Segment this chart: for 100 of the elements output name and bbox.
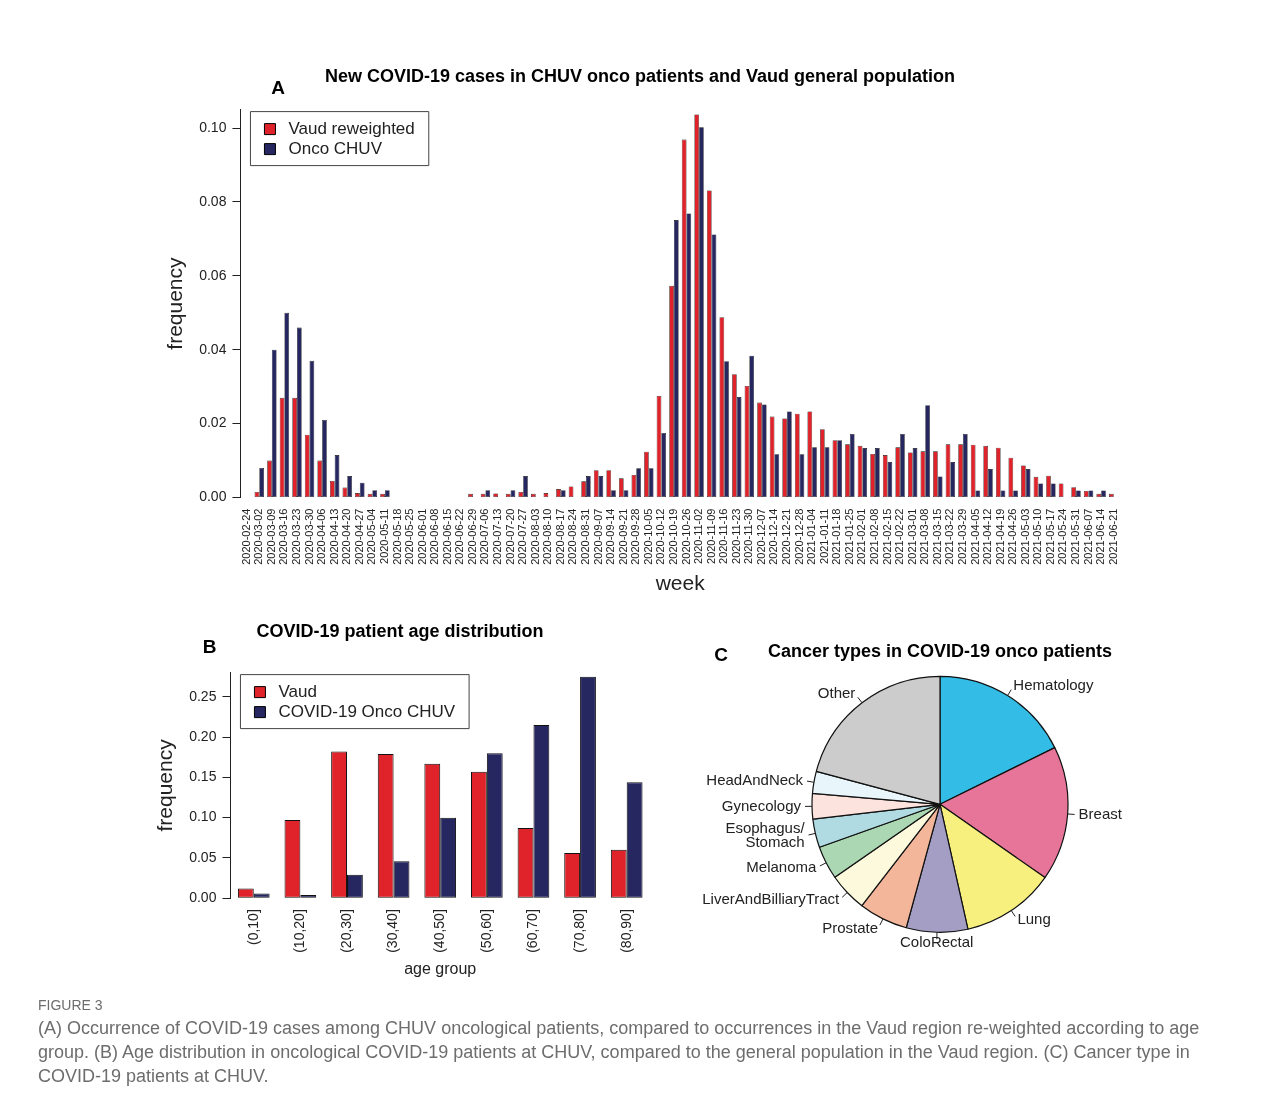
x-tick-label: 2021-05-03 [1018,508,1031,565]
x-tick-label: 2020-05-11 [377,508,390,564]
x-tick-label: (0,10] [244,909,261,946]
x-tick-label: 2020-03-23 [290,508,303,565]
y-tick-label: 0.25 [189,687,217,704]
y-tick-label: 0.02 [199,414,227,431]
text: A [271,77,286,99]
x-tick-label: 2020-04-13 [327,508,340,565]
x-axis-title: week [654,571,706,595]
legend-label: Vaud [278,682,317,702]
x-tick-label: 2021-02-08 [868,508,881,565]
text: B [202,636,217,658]
x-tick-label: 2020-11-16 [717,508,730,564]
slice-label: Esophagus/ Stomach [725,819,806,851]
chart-title: COVID-19 patient age distribution [256,620,544,641]
x-tick-label: 2020-04-06 [315,508,328,565]
x-tick-label: 2020-06-29 [465,508,478,565]
y-tick-label: 0.00 [199,488,227,505]
x-tick-label: (40,50] [431,909,448,953]
x-tick-label: 2020-10-12 [654,508,667,565]
x-tick-label: 2021-03-29 [955,508,968,565]
y-axis-title: frequency [163,256,187,350]
x-tick-label: 2020-12-14 [767,508,780,565]
x-tick-label: 2021-05-31 [1069,508,1082,565]
slice-label: Hematology [1013,676,1094,694]
slice-label: Melanoma [746,857,817,875]
x-tick-label: (50,60] [477,909,494,953]
x-tick-label: 2020-11-02 [692,508,705,564]
y-tick-label: 0.05 [189,848,217,865]
y-tick-label: 0.04 [199,340,227,357]
x-tick-label: (20,30] [337,909,354,953]
x-axis-title: age group [404,959,477,977]
x-tick-label: 2020-05-18 [390,508,403,565]
x-tick-label: 2021-03-15 [930,508,943,565]
y-tick-label: 0.10 [189,808,217,825]
x-tick-label: 2020-09-07 [591,508,604,565]
x-tick-label: 2020-08-17 [553,508,566,565]
x-tick-label: 2020-03-09 [264,508,277,565]
x-tick-label: 2020-03-16 [277,508,290,565]
y-tick-label: 0.08 [199,192,227,209]
x-tick-label: 2021-06-14 [1094,508,1107,565]
x-tick-label: 2020-10-19 [666,508,679,565]
x-tick-label: 2021-04-26 [1006,508,1019,565]
x-tick-label: 2020-09-28 [629,508,642,565]
slice-label: ColoRectal [900,933,974,951]
x-tick-label: 2020-08-24 [566,508,579,565]
slice-label: Lung [1017,909,1051,927]
text: C [714,644,729,666]
x-tick-label: 2020-02-24 [239,508,252,565]
x-tick-label: 2020-12-07 [754,508,767,565]
x-tick-label: 2021-04-19 [993,508,1006,565]
legend-label: Vaud reweighted [288,119,415,139]
x-tick-label: 2020-11-23 [729,508,742,564]
x-tick-label: 2020-06-08 [428,508,441,565]
x-tick-label: 2021-05-24 [1056,508,1069,565]
x-tick-label: 2020-11-30 [742,508,755,564]
x-tick-label: (60,70] [524,909,541,953]
x-tick-label: 2020-11-09 [704,508,717,564]
x-tick-label: 2020-06-01 [415,508,428,565]
slice-label: Breast [1078,804,1123,822]
x-tick-label: 2020-08-10 [541,508,554,565]
x-tick-label: 2021-04-05 [968,508,981,565]
x-tick-label: (30,40] [384,909,401,953]
text: (A) Occurrence of COVID-19 cases among CHUV oncological patients, compared to occurrences in the Vaud region re-weighted according to age group. (B) Age distribution in oncological COVID-19 patients at CHUV, compared to the general population in the Vaud region. (C) Cancer type in COVID-19 patients at CHUV. [38,1017,1201,1088]
x-tick-label: 2021-02-01 [855,508,868,565]
x-tick-label: 2020-04-27 [352,508,365,565]
slice-label: HeadAndNeck [706,770,804,788]
legend-label: Onco CHUV [288,139,383,159]
x-tick-label: 2021-06-07 [1081,508,1094,565]
x-tick-label: 2021-03-08 [918,508,931,565]
y-tick-label: 0.00 [189,889,217,906]
slice-label: LiverAndBilliaryTract [702,890,841,908]
x-tick-label: 2020-09-14 [604,508,617,565]
x-tick-label: 2021-01-18 [830,508,843,565]
y-tick-label: 0.10 [199,118,227,135]
x-tick-label: 2021-02-22 [893,508,906,565]
x-tick-label: 2020-03-30 [302,508,315,565]
x-tick-label: 2021-05-17 [1043,508,1056,565]
chart-title: New COVID-19 cases in CHUV onco patients and Vaud general population [324,65,956,86]
x-tick-label: 2020-12-28 [792,508,805,565]
x-tick-label: 2020-05-04 [365,508,378,565]
x-tick-label: 2020-03-02 [252,508,265,565]
x-tick-label: (80,90] [617,909,634,953]
x-tick-label: 2021-06-21 [1106,508,1119,565]
x-tick-label: 2020-07-06 [478,508,491,565]
x-tick-label: 2021-01-04 [805,508,818,565]
x-tick-label: 2021-05-10 [1031,508,1044,565]
x-tick-label: 2020-10-05 [641,508,654,565]
x-tick-label: 2020-06-22 [453,508,466,565]
x-tick-label: 2021-01-25 [842,508,855,565]
x-tick-label: 2020-07-20 [503,508,516,565]
x-tick-label: 2020-08-31 [579,508,592,565]
x-tick-label: 2021-03-01 [905,508,918,565]
x-tick-label: 2021-02-15 [880,508,893,565]
x-tick-label: 2020-07-27 [516,508,529,565]
x-tick-label: 2020-08-03 [528,508,541,565]
y-tick-label: 0.06 [199,266,227,283]
y-tick-label: 0.15 [189,768,217,785]
x-tick-label: 2021-04-12 [981,508,994,565]
caption: FIGURE 3 [38,996,104,1015]
